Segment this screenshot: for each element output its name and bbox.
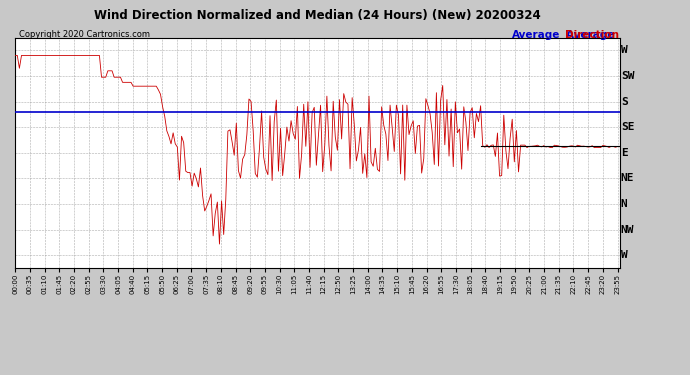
Text: E: E: [621, 148, 628, 158]
Text: NE: NE: [621, 174, 634, 183]
Text: Copyright 2020 Cartronics.com: Copyright 2020 Cartronics.com: [19, 30, 150, 39]
Text: Average: Average: [566, 30, 618, 40]
Text: S: S: [621, 97, 628, 106]
Text: SW: SW: [621, 71, 634, 81]
Text: W: W: [621, 45, 628, 56]
Text: Direction: Direction: [565, 30, 619, 40]
Text: NW: NW: [621, 225, 634, 235]
Text: Average: Average: [512, 30, 560, 40]
Text: W: W: [621, 251, 628, 260]
Text: Average Direction: Average Direction: [512, 30, 618, 40]
Text: Wind Direction Normalized and Median (24 Hours) (New) 20200324: Wind Direction Normalized and Median (24…: [94, 9, 541, 22]
Text: N: N: [621, 199, 628, 209]
Text: SE: SE: [621, 122, 634, 132]
